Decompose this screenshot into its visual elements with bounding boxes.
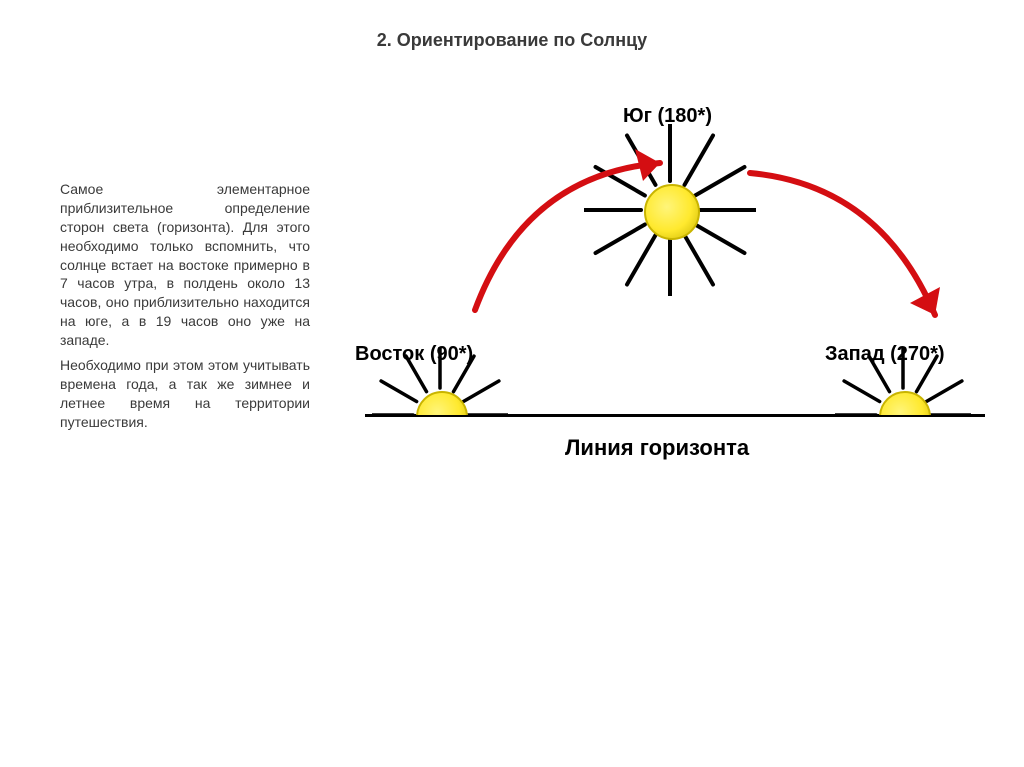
- label-west: Запад (270*): [825, 343, 945, 366]
- page-title: 2. Ориентирование по Солнцу: [0, 30, 1024, 51]
- paragraph-2: Необходимо при этом этом учитывать време…: [60, 356, 310, 432]
- paragraph-1: Самое элементарное приблизительное опред…: [60, 180, 310, 350]
- arrow-right: [730, 155, 950, 335]
- description-text: Самое элементарное приблизительное опред…: [60, 180, 310, 438]
- label-east: Восток (90*): [355, 343, 473, 366]
- sun-diagram: Юг (180*)Восток (90*)Запад (270*)Линия г…: [355, 110, 995, 530]
- arrow-left: [465, 145, 685, 325]
- label-south: Юг (180*): [623, 105, 712, 128]
- label-horizon: Линия горизонта: [565, 435, 749, 461]
